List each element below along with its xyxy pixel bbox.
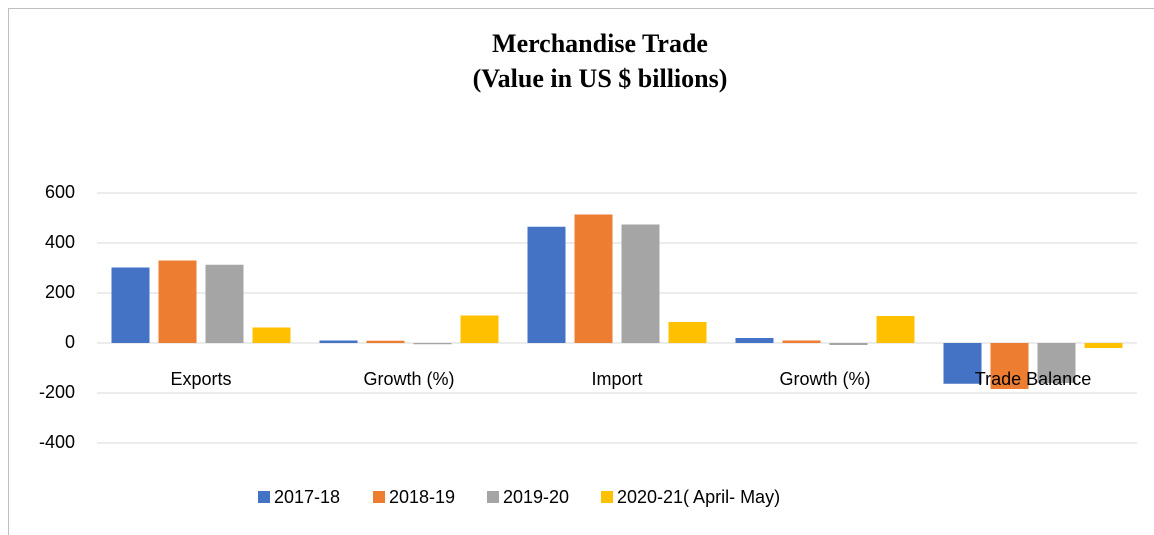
bar xyxy=(876,316,915,343)
bar xyxy=(366,340,405,343)
bar xyxy=(1037,343,1076,383)
y-tick-label: 200 xyxy=(45,282,75,302)
legend-swatch xyxy=(258,491,270,503)
bar xyxy=(205,264,244,343)
chart-subtitle: (Value in US $ billions) xyxy=(473,64,728,93)
bar xyxy=(574,214,613,343)
chart-title: Merchandise Trade xyxy=(492,29,708,58)
x-tick-label: Growth (%) xyxy=(363,369,454,389)
legend-swatch xyxy=(601,491,613,503)
bar xyxy=(621,224,660,343)
y-tick-label: 0 xyxy=(65,332,75,352)
y-tick-label: -400 xyxy=(39,432,75,452)
bar xyxy=(990,343,1029,389)
bar xyxy=(413,343,452,345)
bar xyxy=(111,267,150,343)
x-tick-label: Exports xyxy=(170,369,231,389)
y-tick-label: 600 xyxy=(45,182,75,202)
legend-label: 2018-19 xyxy=(389,487,455,507)
bar xyxy=(460,315,499,343)
legend-label: 2017-18 xyxy=(274,487,340,507)
x-tick-label: Import xyxy=(591,369,642,389)
legend-label: 2020-21( April- May) xyxy=(617,487,780,507)
legend-swatch xyxy=(373,491,385,503)
y-tick-label: -200 xyxy=(39,382,75,402)
bar xyxy=(1084,343,1123,348)
bar xyxy=(319,340,358,343)
bar xyxy=(668,322,707,343)
bar xyxy=(829,343,868,345)
bar xyxy=(527,226,566,343)
y-tick-label: 400 xyxy=(45,232,75,252)
legend-swatch xyxy=(487,491,499,503)
bar xyxy=(943,343,982,384)
bar xyxy=(158,260,197,343)
bar xyxy=(735,338,774,343)
x-tick-label: Growth (%) xyxy=(779,369,870,389)
legend-label: 2019-20 xyxy=(503,487,569,507)
bar xyxy=(252,327,291,343)
x-tick-label: Trade Balance xyxy=(975,369,1091,389)
bar xyxy=(782,340,821,343)
